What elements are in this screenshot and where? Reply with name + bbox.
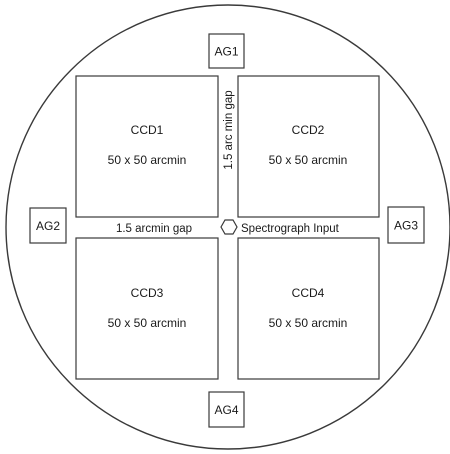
ccd2-outline <box>238 76 379 217</box>
ag3-guider: AG3 <box>388 207 424 243</box>
ag1-label: AG1 <box>214 45 238 59</box>
ccd1-name: CCD1 <box>131 123 164 137</box>
ag4-guider: AG4 <box>209 392 244 427</box>
ccd4-name: CCD4 <box>292 286 325 300</box>
ccd3-chip: CCD3 50 x 50 arcmin <box>76 238 218 379</box>
ccd1-chip: CCD1 50 x 50 arcmin <box>76 76 218 217</box>
ccd4-chip: CCD4 50 x 50 arcmin <box>238 238 379 379</box>
ccd3-outline <box>76 238 218 379</box>
ag2-label: AG2 <box>36 219 60 233</box>
horizontal-gap-label: 1.5 arcmin gap <box>116 223 192 235</box>
spectrograph-input-label: Spectrograph Input <box>241 223 340 235</box>
ag3-label: AG3 <box>394 219 418 233</box>
ccd3-name: CCD3 <box>131 286 164 300</box>
ccd2-size: 50 x 50 arcmin <box>269 153 348 167</box>
ccd4-outline <box>238 238 379 379</box>
ccd1-outline <box>76 76 218 217</box>
ag1-guider: AG1 <box>209 34 244 68</box>
ccd3-size: 50 x 50 arcmin <box>108 316 187 330</box>
ccd2-name: CCD2 <box>292 123 325 137</box>
ag2-guider: AG2 <box>30 208 66 243</box>
vertical-gap-label: 1.5 arc min gap <box>223 90 235 169</box>
ccd4-size: 50 x 50 arcmin <box>269 316 348 330</box>
spectrograph-input-hexagon-icon <box>221 220 237 234</box>
ccd1-size: 50 x 50 arcmin <box>108 153 187 167</box>
ag4-label: AG4 <box>214 403 238 417</box>
ccd2-chip: CCD2 50 x 50 arcmin <box>238 76 379 217</box>
